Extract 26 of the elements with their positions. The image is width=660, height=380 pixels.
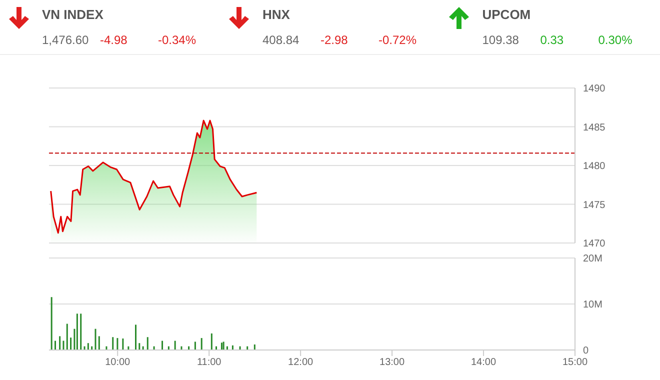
text: 408.84 [262, 33, 300, 47]
data-label: -4.98 [100, 33, 128, 47]
category-label: HNX [262, 7, 290, 22]
x-tick-label: 10:00 [105, 357, 131, 368]
y-tick-label: 10M [583, 300, 602, 311]
data-label: 0.33 [540, 33, 564, 47]
x-tick-label: 13:00 [380, 357, 405, 368]
category-label: UPCOM [482, 7, 531, 22]
y-tick-label: 1475 [583, 200, 606, 211]
x-tick-label: 15:00 [562, 357, 588, 368]
y-tick-label: 1485 [583, 122, 606, 134]
y-tick-label: 1480 [583, 161, 606, 172]
data-label: -2.98 [320, 33, 348, 47]
x-tick-label: 11:00 [196, 357, 222, 368]
y-tick-label: 1490 [583, 84, 606, 95]
text: 1,476.60 [42, 33, 89, 47]
y-tick-label: 0 [583, 346, 589, 357]
x-tick-label: 14:00 [471, 357, 496, 368]
category-label: VN INDEX [42, 7, 104, 22]
x-tick-label: 12:00 [288, 357, 314, 368]
y-tick-label: 1470 [583, 238, 606, 250]
y-tick-label: 20M [583, 254, 602, 265]
text: -0.72% [378, 33, 417, 47]
text: -0.34% [158, 33, 196, 47]
text: 0.30% [598, 33, 632, 47]
text: 109.38 [482, 33, 519, 47]
